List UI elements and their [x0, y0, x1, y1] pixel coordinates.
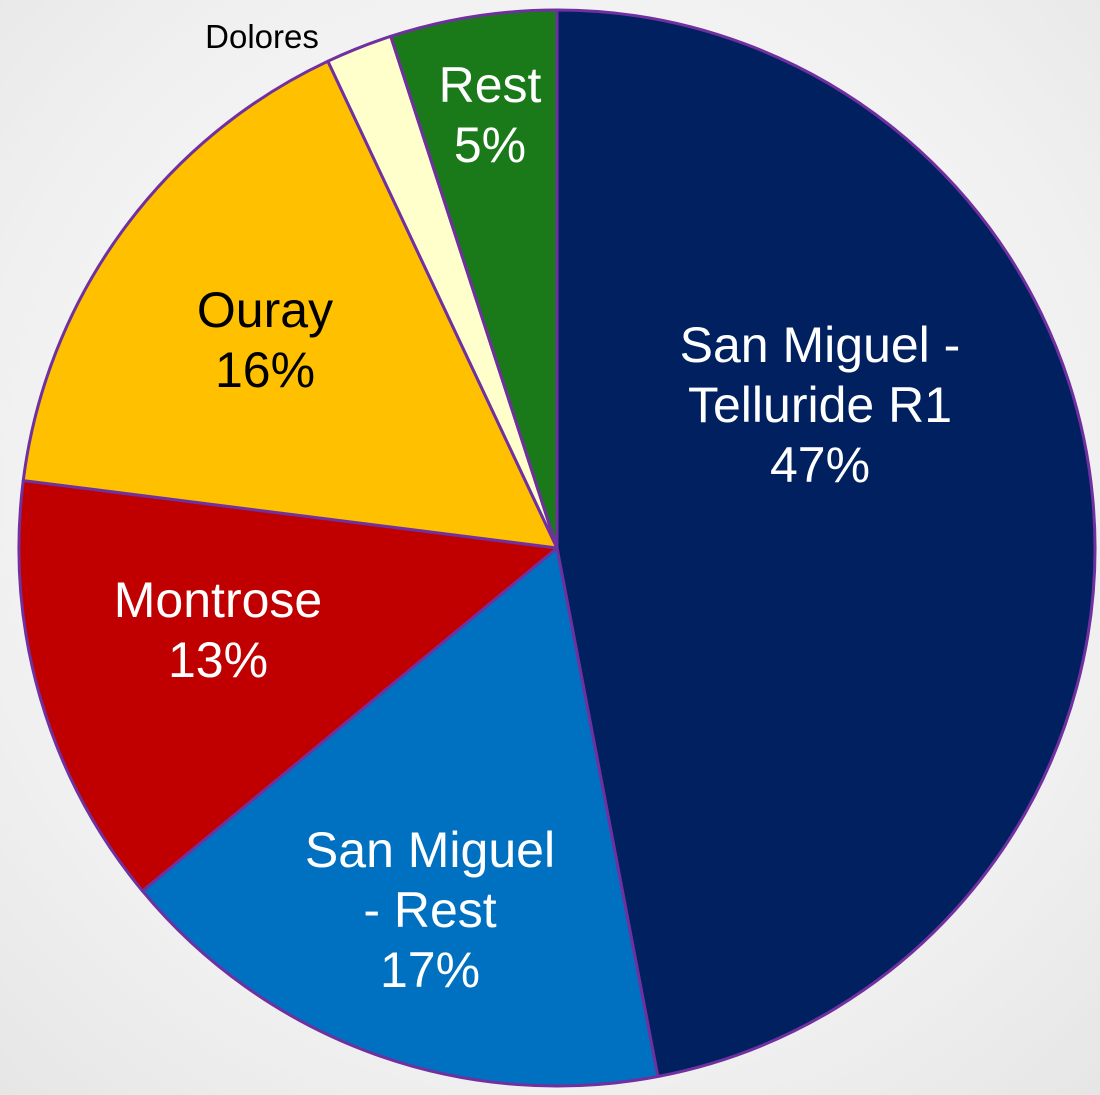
category-label: Montrose	[113, 572, 323, 628]
category-label: San Miguel - Rest	[304, 822, 556, 938]
slice-label: Montrose 13%	[68, 570, 368, 690]
pie-slice	[17, 479, 559, 893]
value-label: 16%	[214, 342, 316, 398]
value-label: 13%	[167, 632, 269, 688]
value-label: 47%	[769, 437, 871, 493]
slice-label: Dolores	[112, 17, 412, 57]
slice-label: San Miguel - Telluride R1 47%	[640, 315, 1000, 495]
value-label: 17%	[379, 942, 481, 998]
pie-slice	[140, 546, 660, 1088]
pie-slice	[389, 8, 559, 550]
pie-slice	[555, 8, 1097, 1078]
category-label: San Miguel - Telluride R1	[679, 317, 961, 433]
slice-label: Rest 5%	[390, 55, 590, 175]
slice-label: San Miguel - Rest 17%	[295, 820, 565, 1000]
category-label: Rest	[438, 57, 542, 113]
category-label: Ouray	[196, 282, 334, 338]
value-label: 5%	[453, 117, 527, 173]
pie-slice	[21, 59, 559, 550]
slice-label: Ouray 16%	[115, 280, 415, 400]
category-label: Dolores	[205, 18, 319, 56]
